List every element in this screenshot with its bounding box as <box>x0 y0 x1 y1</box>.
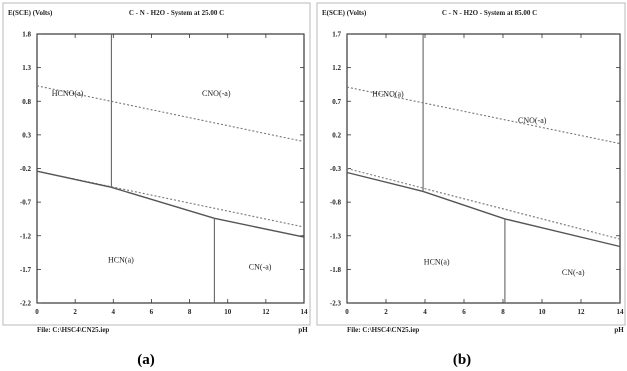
chart-1-series-1 <box>346 86 621 145</box>
chart-0-xtick-label: 8 <box>188 308 192 316</box>
chart-0-ytick-label: -2.2 <box>20 300 32 308</box>
chart-0-plot-area <box>36 33 305 304</box>
chart-1-region-label: HCNO(a) <box>372 90 404 99</box>
chart-0-xtick-label: 6 <box>150 308 154 316</box>
chart-1-ytick-label: -1.8 <box>330 266 342 274</box>
chart-0-ytick-label: 0.3 <box>22 131 31 139</box>
chart-0-xtick-label: 0 <box>35 308 39 316</box>
chart-1-ytick-label: -0.3 <box>330 165 342 173</box>
chart-1: E(SCE) (Volts) C - N - H2O - System at 85… <box>316 2 626 368</box>
chart-1-xtick-label: 2 <box>384 308 388 316</box>
chart-0: E(SCE) (Volts) C - N - H2O - System at 25… <box>2 2 311 368</box>
chart-0-xlabel: pH <box>298 326 308 334</box>
chart-1-region-label: CN(-a) <box>562 268 585 277</box>
chart-1-xtick-label: 10 <box>539 308 547 316</box>
chart-1-ytick-label: -0.8 <box>330 199 342 207</box>
chart-0-ytick-label: 1.3 <box>22 64 31 72</box>
chart-1-series-2 <box>346 167 621 240</box>
chart-1-xtick-label: 8 <box>501 308 505 316</box>
chart-1-series-3 <box>346 171 621 248</box>
chart-0-ytick-label: 1.8 <box>22 31 31 39</box>
chart-1-xtick-label: 4 <box>423 308 427 316</box>
chart-1-ytick-label: 0.7 <box>332 98 341 106</box>
chart-1-ytick-label: 1.7 <box>332 31 341 39</box>
chart-0-ytick-label: 0.8 <box>22 98 31 106</box>
chart-1-xtick-label: 12 <box>578 308 586 316</box>
chart-0-xtick-label: 12 <box>262 308 270 316</box>
chart-1-xlabel: pH <box>614 326 624 334</box>
chart-1-ylabel: E(SCE) (Volts) <box>322 9 367 17</box>
chart-0-xtick-label: 14 <box>301 308 309 316</box>
chart-0-series-1 <box>36 85 305 143</box>
chart-1-xtick-label: 6 <box>462 308 466 316</box>
chart-0-region-label: CN(-a) <box>249 262 272 271</box>
chart-1-file-label: File: C:\HSC4\CN25.iep <box>347 326 419 334</box>
chart-1-panel-label: (b) <box>453 352 471 368</box>
chart-1-title: C - N - H2O - System at 85.00 C <box>442 9 537 17</box>
chart-0-region-label: HCNO(a) <box>52 89 84 98</box>
chart-0-xtick-label: 10 <box>224 308 232 316</box>
chart-1-ytick-label: -2.3 <box>330 300 342 308</box>
chart-0-ylabel: E(SCE) (Volts) <box>8 9 53 17</box>
chart-1-region-label: HCN(a) <box>424 258 450 267</box>
chart-0-ytick-label: -0.2 <box>20 165 32 173</box>
chart-0-ytick-label: -1.7 <box>20 266 32 274</box>
chart-0-file-label: File: C:\HSC4\CN25.iep <box>37 326 109 334</box>
chart-1-xtick-label: 14 <box>617 308 625 316</box>
chart-0-xtick-label: 4 <box>112 308 116 316</box>
chart-1-region-label: CNO(-a) <box>518 116 547 125</box>
chart-1-ytick-label: -1.3 <box>330 232 342 240</box>
chart-0-xtick-label: 2 <box>73 308 77 316</box>
chart-1-xtick-label: 0 <box>345 308 349 316</box>
chart-1-ytick-label: 1.2 <box>332 64 341 72</box>
chart-1-plot-area <box>346 33 621 304</box>
chart-0-ytick-label: -1.2 <box>20 232 32 240</box>
chart-1-ytick-label: 0.2 <box>332 131 341 139</box>
chart-0-title: C - N - H2O - System at 25.00 C <box>129 9 224 17</box>
chart-0-region-label: CNO(-a) <box>202 89 231 98</box>
chart-0-region-label: HCN(a) <box>108 256 134 265</box>
chart-0-series-3 <box>36 170 305 238</box>
chart-0-ytick-label: -0.7 <box>20 199 32 207</box>
chart-0-panel-label: (a) <box>137 352 155 368</box>
